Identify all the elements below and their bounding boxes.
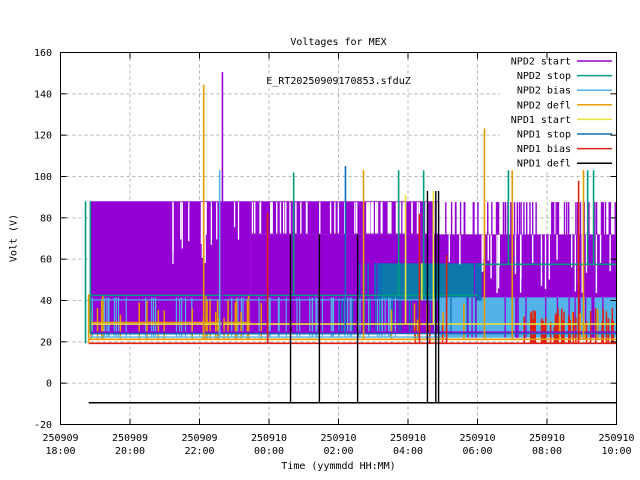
data-band-npd2_start [90,201,251,334]
x-tick-label-time: 20:00 [115,446,145,457]
y-tick-label: 100 [34,172,52,183]
y-tick-label: 120 [34,131,52,142]
y-tick-label: 20 [40,337,52,348]
y-tick-label: -20 [34,420,52,431]
x-tick-label-time: 06:00 [462,446,492,457]
x-tick-label-time: 10:00 [601,446,631,457]
y-tick-label: 0 [46,379,52,390]
x-tick-label-time: 00:00 [254,446,284,457]
legend [500,53,615,170]
x-tick-label-date: 250909 [42,433,78,444]
legend-label-npd2_start: NPD2 start [511,57,571,68]
y-tick-label: 80 [40,213,52,224]
y-tick-label: 40 [40,296,52,307]
x-tick-label-date: 250909 [181,433,217,444]
legend-label-npd1_bias: NPD1 bias [517,144,571,155]
data-group [84,72,617,404]
legend-label-npd2_defl: NPD2 defl [517,100,571,111]
x-tick-label-date: 250909 [112,433,148,444]
x-axis-label: Time (yymmdd HH:MM) [281,461,396,472]
chart-subtitle: E_RT20250909170853.sfduZ [266,76,411,87]
y-tick-label: 140 [34,89,52,100]
legend-label-npd1_defl: NPD1 defl [517,159,571,170]
legend-label-npd2_bias: NPD2 bias [517,86,571,97]
chart-title: Voltages for MEX [290,37,387,48]
x-tick-label-time: 18:00 [45,446,75,457]
legend-background [500,53,615,170]
y-tick-label: 60 [40,255,52,266]
x-tick-label-date: 250910 [390,433,426,444]
legend-label-npd1_start: NPD1 start [511,115,571,126]
x-tick-label-date: 250910 [320,433,356,444]
x-tick-label-date: 250910 [459,433,495,444]
x-tick-label-date: 250910 [251,433,287,444]
x-tick-label-time: 08:00 [532,446,562,457]
x-tick-label-date: 250910 [598,433,634,444]
x-tick-label-date: 250910 [529,433,565,444]
legend-label-npd2_stop: NPD2 stop [517,71,571,82]
axis-ticks [60,52,617,425]
x-tick-label-time: 22:00 [184,446,214,457]
y-tick-label: 160 [34,48,52,59]
x-tick-label-time: 02:00 [323,446,353,457]
legend-label-npd1_stop: NPD1 stop [517,130,571,141]
x-tick-label-time: 04:00 [393,446,423,457]
title-block: Voltages for MEX E_RT20250909170853.sfdu… [60,10,617,114]
